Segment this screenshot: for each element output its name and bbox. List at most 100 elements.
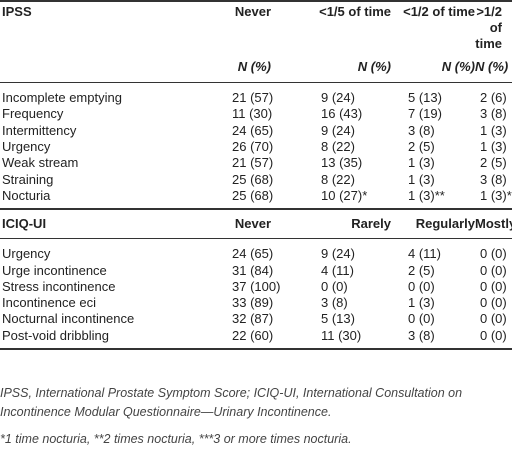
cell: 0 (0) xyxy=(480,311,507,327)
cell: 33 (89) xyxy=(232,295,274,311)
cell: 37 (100) xyxy=(232,278,281,294)
cell: 0 (0) xyxy=(480,278,507,294)
cell: 25 (68) xyxy=(232,187,274,203)
header-row: ICIQ-UI Never Rarely RegularlyMostly xyxy=(0,209,512,239)
row-label: Post-void dribbling xyxy=(2,327,109,343)
subheader-cell: N (%) xyxy=(357,59,391,74)
cell: 32 (87) xyxy=(232,311,274,327)
table-row: Post-void dribbling 22 (60) 11 (30) 3 (8) 0 … xyxy=(0,328,512,349)
cell: 9 (24) xyxy=(321,90,355,106)
cell: 1 (3) xyxy=(480,139,507,155)
cell: 2 (5) xyxy=(408,139,435,155)
row-label: Nocturia xyxy=(2,187,51,203)
cell: 24 (65) xyxy=(232,246,274,262)
row-label: Nocturnal incontinence xyxy=(2,311,135,327)
cell: 1 (3) xyxy=(408,171,435,187)
cell: 0 (0) xyxy=(408,278,435,294)
row-label: Frequency xyxy=(2,106,64,122)
table-row: Urge incontinence 31 (84) 4 (11) 2 (5) 0 (0) xyxy=(0,262,512,278)
table-row: Urgency 26 (70) 8 (22) 2 (5) 1 (3) xyxy=(0,139,512,155)
cell: 1 (3) xyxy=(408,155,435,171)
row-label: Stress incontinence xyxy=(2,278,116,294)
cell: 1 (3)** xyxy=(408,187,445,203)
table-row: Straining 25 (68) 8 (22) 1 (3) 3 (8) xyxy=(0,171,512,187)
row-label: Straining xyxy=(2,171,54,187)
footnote: *1 time nocturia, **2 times nocturia, **… xyxy=(0,432,352,446)
cell: 7 (19) xyxy=(408,106,442,122)
cell: 22 (60) xyxy=(232,327,274,343)
cell: 1 (3) xyxy=(480,122,507,138)
column-header: >1/2 of time xyxy=(475,4,502,51)
subheader-row: N (%) N (%) N (%) N (%) xyxy=(0,52,512,83)
row-label: Incontinence eci xyxy=(2,295,96,311)
cell: 16 (43) xyxy=(321,106,363,122)
row-label: Urge incontinence xyxy=(2,262,107,278)
cell: 3 (8) xyxy=(321,295,348,311)
cell: 5 (13) xyxy=(408,90,442,106)
table-row: Incomplete emptying 21 (57) 9 (24) 5 (13) 2 … xyxy=(0,83,512,107)
cell: 2 (5) xyxy=(480,155,507,171)
cell: 0 (0) xyxy=(408,311,435,327)
cell: 31 (84) xyxy=(232,262,274,278)
subheader-cell: N (%) xyxy=(237,59,271,74)
column-header: Rarely xyxy=(351,216,391,232)
cell: 13 (35) xyxy=(321,155,363,171)
column-header: ICIQ-UI xyxy=(2,216,47,232)
cell: 11 (30) xyxy=(321,327,362,343)
column-header: <1/5 of time xyxy=(319,4,391,19)
table-row: Frequency 11 (30) 16 (43) 7 (19) 3 (8) xyxy=(0,106,512,122)
cell: 0 (0) xyxy=(480,295,507,311)
row-label: Urgency xyxy=(2,246,51,262)
cell: 11 (30) xyxy=(232,106,273,122)
subheader-cell: N (%) xyxy=(441,59,475,74)
row-label: Weak stream xyxy=(2,155,79,171)
cell: 0 (0) xyxy=(321,278,348,294)
cell: 3 (8) xyxy=(408,327,435,343)
table-row: Stress incontinence 37 (100) 0 (0) 0 (0) 0 (… xyxy=(0,279,512,295)
column-header: Never xyxy=(234,4,271,19)
cell: 3 (8) xyxy=(408,122,435,138)
cell: 2 (6) xyxy=(480,90,507,106)
cell: 4 (11) xyxy=(321,262,354,278)
column-header: Mostly xyxy=(475,216,512,232)
cell: 2 (5) xyxy=(408,262,435,278)
table-row: Weak stream 21 (57) 13 (35) 1 (3) 2 (5) xyxy=(0,155,512,171)
cell: 5 (13) xyxy=(321,311,355,327)
footnotes: IPSS, International Prostate Symptom Sco… xyxy=(0,384,505,457)
cell: 1 (3) xyxy=(408,295,435,311)
cell: 4 (11) xyxy=(408,246,441,262)
cell: 21 (57) xyxy=(232,155,274,171)
cell: 9 (24) xyxy=(321,122,355,138)
table-row: Intermittency 24 (65) 9 (24) 3 (8) 1 (3) xyxy=(0,123,512,139)
cell: 8 (22) xyxy=(321,139,355,155)
cell: 0 (0) xyxy=(480,246,507,262)
cell: 1 (3)*** xyxy=(480,187,512,203)
header-row: IPSS Never <1/5 of time <1/2 of time >1/2 of… xyxy=(0,1,512,52)
cell: 8 (22) xyxy=(321,171,355,187)
column-header: Regularly xyxy=(415,216,475,232)
table-row: Nocturia 25 (68) 10 (27)* 1 (3)** 1 (3)*** xyxy=(0,188,512,209)
column-header: IPSS xyxy=(2,4,32,19)
cell: 24 (65) xyxy=(232,122,274,138)
cell: 9 (24) xyxy=(321,246,355,262)
cell: 26 (70) xyxy=(232,139,274,155)
footnote: IPSS, International Prostate Symptom Sco… xyxy=(0,386,463,419)
cell: 0 (0) xyxy=(480,262,507,278)
table-row: Nocturnal incontinence 32 (87) 5 (13) 0 (0)… xyxy=(0,311,512,327)
cell: 3 (8) xyxy=(480,171,507,187)
table-row: Urgency 24 (65) 9 (24) 4 (11) 0 (0) xyxy=(0,239,512,263)
row-label: Incomplete emptying xyxy=(2,90,122,106)
table-row: Incontinence eci 33 (89) 3 (8) 1 (3) 0 (0) xyxy=(0,295,512,311)
cell: 3 (8) xyxy=(480,106,507,122)
cell xyxy=(0,52,225,83)
row-label: Urgency xyxy=(2,139,51,155)
cell: 25 (68) xyxy=(232,171,274,187)
cell: 10 (27)* xyxy=(321,187,368,203)
cell: 21 (57) xyxy=(232,90,274,106)
column-header: Never xyxy=(234,216,271,232)
data-table: IPSS Never <1/5 of time <1/2 of time >1/2 of… xyxy=(0,1,512,349)
column-header: <1/2 of time xyxy=(403,4,475,19)
subheader-cell: N (%) xyxy=(475,59,509,74)
cell: 0 (0) xyxy=(480,327,507,343)
